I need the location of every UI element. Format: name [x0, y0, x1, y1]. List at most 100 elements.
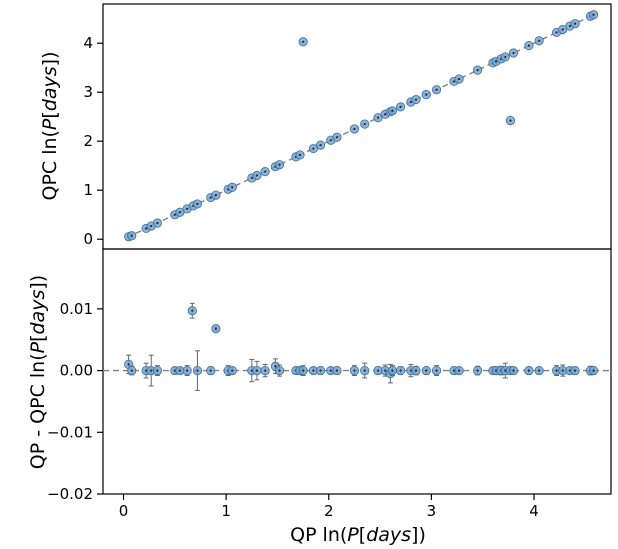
bottom-data-point	[252, 360, 262, 381]
top-data-point	[534, 36, 544, 46]
bottom-panel: −0.02 −0.01 0.00 0.01 0 1 2 3 4 QP - QPC ln(P[d…	[27, 248, 612, 546]
top-marker-center	[476, 69, 479, 72]
bottom-marker-center	[476, 369, 479, 372]
bottom-marker-center	[173, 369, 176, 372]
bottom-marker-center	[512, 369, 515, 372]
bottom-data-point	[472, 365, 483, 376]
bottom-ytick-label: 0.00	[60, 362, 93, 380]
bottom-axes-frame	[102, 248, 612, 495]
bottom-marker-center	[209, 369, 212, 372]
top-marker-center	[278, 163, 281, 166]
top-marker-center	[302, 40, 305, 43]
top-marker-center	[335, 136, 339, 139]
top-data-point	[500, 52, 510, 62]
top-data-point	[387, 106, 398, 116]
bottom-marker-center	[494, 369, 498, 372]
top-data-point	[308, 143, 318, 154]
bottom-marker-center	[555, 369, 558, 372]
bottom-xtick-label: 3	[427, 502, 437, 520]
top-marker-center	[509, 119, 512, 122]
bottom-marker-center	[384, 369, 387, 372]
bottom-data-point	[308, 365, 318, 376]
top-marker-center	[376, 116, 380, 119]
bottom-marker-center	[399, 369, 402, 372]
top-marker-center	[568, 24, 572, 28]
top-marker-center	[504, 55, 507, 59]
bottom-marker-center	[414, 369, 418, 372]
bottom-data-point	[315, 365, 326, 376]
top-marker-center	[458, 77, 461, 81]
bottom-marker-center	[196, 369, 199, 372]
bottom-marker-center	[538, 369, 541, 372]
top-ytick-label: 3	[83, 83, 93, 101]
bottom-marker-center	[592, 369, 595, 372]
bottom-data-point	[508, 365, 519, 376]
bottom-xlabel: QP ln(P[days])	[290, 524, 426, 546]
top-marker-center	[329, 139, 332, 142]
top-ytick-label: 4	[83, 34, 93, 52]
bottom-xtick-label: 0	[119, 502, 129, 520]
top-marker-center	[592, 13, 595, 16]
top-marker-center	[435, 88, 438, 91]
bottom-marker-center	[150, 369, 153, 372]
bottom-data-point	[411, 365, 421, 376]
bottom-xtick-label: 2	[324, 502, 334, 520]
bottom-marker-center	[376, 369, 380, 372]
bottom-data-point	[274, 364, 285, 377]
bottom-data-point	[558, 364, 568, 377]
bottom-data-point	[298, 365, 308, 377]
bottom-data-point	[360, 362, 370, 379]
top-marker-center	[250, 176, 253, 180]
top-marker-center	[452, 80, 456, 83]
bottom-data-point	[588, 365, 599, 376]
bottom-marker-center	[458, 369, 461, 372]
bottom-xtick-label: 4	[529, 502, 539, 520]
top-marker-center	[231, 186, 234, 189]
top-data-point	[431, 85, 442, 95]
top-marker-center	[353, 127, 356, 131]
bottom-marker-center	[130, 369, 133, 372]
bottom-marker-center	[353, 369, 356, 372]
bottom-marker-center	[156, 369, 159, 372]
top-data-point	[588, 10, 599, 20]
bottom-marker-center	[231, 369, 234, 372]
top-marker-center	[209, 196, 212, 199]
top-data-point	[252, 170, 262, 181]
top-marker-center	[363, 122, 366, 126]
bottom-marker-center	[214, 327, 217, 330]
top-marker-center	[409, 100, 412, 104]
bottom-ylabel: QP - QPC ln(P[days])	[27, 275, 49, 469]
top-marker-center	[391, 109, 394, 112]
bottom-marker-center	[568, 369, 572, 372]
bottom-data-point	[570, 365, 580, 376]
top-marker-center	[319, 144, 322, 147]
top-marker-center	[512, 51, 515, 55]
top-data-point	[524, 41, 534, 51]
top-data-point	[508, 48, 519, 58]
bottom-marker-center	[329, 369, 332, 372]
top-data-point	[227, 182, 237, 192]
top-data-point	[360, 119, 370, 129]
bottom-marker-center	[312, 369, 315, 372]
top-marker-center	[150, 224, 153, 228]
bottom-marker-center	[145, 369, 148, 372]
bottom-marker-center	[335, 369, 339, 372]
top-y-ticks: 0 1 2 3 4	[83, 34, 103, 248]
bottom-data-point	[431, 365, 442, 377]
top-marker-center	[214, 194, 217, 197]
bottom-data-point	[373, 365, 383, 376]
top-data-point	[454, 74, 464, 84]
top-marker-center	[425, 93, 428, 96]
bottom-ytick-label: −0.01	[47, 423, 93, 441]
bottom-data-point	[454, 365, 464, 376]
bottom-marker-center	[561, 369, 564, 372]
top-marker-center	[538, 39, 541, 42]
bottom-data-point	[534, 365, 544, 376]
top-data-point	[152, 218, 162, 228]
top-ylabel: QPC ln(P[days])	[39, 51, 61, 200]
bottom-marker-center	[319, 369, 322, 372]
top-data-point	[411, 94, 421, 105]
bottom-marker-center	[250, 369, 253, 372]
bottom-ytick-label: −0.02	[47, 485, 93, 503]
